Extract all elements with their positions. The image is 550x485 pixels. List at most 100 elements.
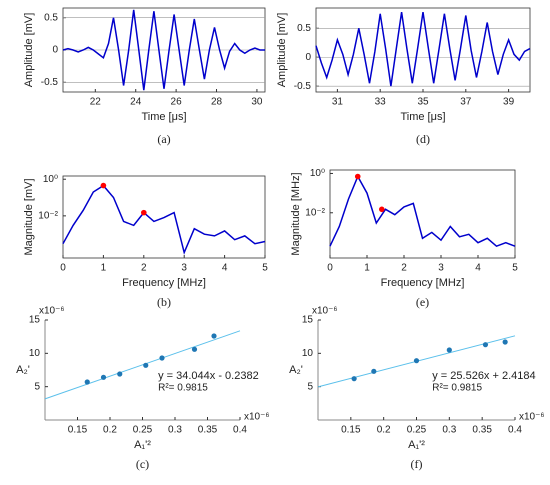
x-tick-label: 3 bbox=[181, 263, 187, 274]
x-axis-label: A₁'² bbox=[408, 439, 425, 451]
x-tick-label: 0.15 bbox=[341, 425, 361, 436]
x-axis-label: Frequency [MHz] bbox=[381, 277, 465, 289]
x-axis-label: A₁'² bbox=[134, 439, 151, 451]
y-tick-label: 10⁰ bbox=[310, 168, 325, 179]
y-axis-label: Magnitude [mV] bbox=[23, 178, 35, 255]
caption: (c) bbox=[136, 457, 149, 471]
point bbox=[482, 342, 489, 348]
y-tick-label: 10 bbox=[29, 348, 41, 359]
y-axis-label: Amplitude [mV] bbox=[276, 13, 288, 88]
y-tick-label: 15 bbox=[302, 315, 314, 326]
y-tick-label: -0.5 bbox=[41, 77, 59, 88]
caption: (b) bbox=[157, 295, 171, 309]
x-tick-label: 0 bbox=[327, 263, 333, 274]
x-tick-label: 0.25 bbox=[133, 425, 153, 436]
signal-line bbox=[62, 184, 266, 255]
x-tick-label: 22 bbox=[90, 97, 102, 108]
y-tick-label: 10⁰ bbox=[43, 174, 58, 185]
x-tick-label: 33 bbox=[375, 97, 387, 108]
x-tick-label: 0.3 bbox=[442, 425, 456, 436]
point bbox=[413, 358, 420, 364]
y-tick-label: 10⁻² bbox=[38, 210, 58, 221]
x-tick-label: 3 bbox=[438, 263, 444, 274]
point bbox=[191, 346, 198, 352]
y-tick-label: 0.5 bbox=[44, 12, 58, 23]
plot-frame bbox=[315, 7, 531, 93]
x-tick-label: 2 bbox=[401, 263, 407, 274]
caption: (f) bbox=[411, 457, 423, 471]
x-tick-label: 0.2 bbox=[103, 425, 117, 436]
x-tick-label: 2 bbox=[141, 263, 147, 274]
y-tick-label: 5 bbox=[307, 381, 313, 392]
r-squared: R²= 0.9815 bbox=[158, 383, 208, 394]
point bbox=[446, 347, 452, 353]
point bbox=[143, 362, 149, 368]
point bbox=[159, 355, 165, 361]
y-tick-label: 15 bbox=[29, 315, 41, 326]
x-tick-label: 4 bbox=[475, 263, 481, 274]
y-multiplier: x10⁻⁶ bbox=[39, 306, 65, 317]
x-multiplier: x10⁻⁶ bbox=[519, 412, 545, 423]
y-axis-label: A₂' bbox=[289, 364, 303, 376]
x-tick-label: 37 bbox=[460, 97, 472, 108]
caption: (e) bbox=[416, 295, 429, 309]
x-tick-label: 0.4 bbox=[233, 425, 247, 436]
peak-marker bbox=[379, 206, 385, 213]
r-squared: R²= 0.9815 bbox=[432, 383, 482, 394]
peak-marker bbox=[100, 182, 107, 189]
x-tick-label: 0.4 bbox=[508, 425, 522, 436]
x-tick-label: 31 bbox=[332, 97, 344, 108]
x-tick-label: 5 bbox=[512, 263, 518, 274]
x-multiplier: x10⁻⁶ bbox=[244, 412, 270, 423]
peak-marker bbox=[354, 173, 361, 180]
y-tick-label: -0.5 bbox=[294, 81, 312, 92]
y-tick-label: 10 bbox=[302, 348, 314, 359]
plot-frame bbox=[62, 175, 266, 259]
peak-marker bbox=[141, 209, 147, 216]
x-tick-label: 0 bbox=[60, 263, 66, 274]
x-axis-label: Time [μs] bbox=[141, 111, 186, 123]
signal-line bbox=[315, 11, 531, 87]
equation: y = 34.044x - 0.2382 bbox=[158, 370, 259, 382]
point bbox=[502, 339, 508, 345]
x-axis-label: Time [μs] bbox=[400, 111, 445, 123]
x-tick-label: 0.25 bbox=[407, 425, 427, 436]
point bbox=[117, 371, 123, 377]
y-multiplier: x10⁻⁶ bbox=[312, 306, 338, 317]
x-tick-label: 0.3 bbox=[168, 425, 182, 436]
y-tick-label: 5 bbox=[34, 381, 40, 392]
x-tick-label: 39 bbox=[503, 97, 515, 108]
y-tick-label: 0 bbox=[52, 45, 58, 56]
y-tick-label: 0.5 bbox=[297, 23, 311, 34]
caption: (a) bbox=[157, 132, 170, 146]
point bbox=[211, 333, 217, 339]
x-tick-label: 4 bbox=[222, 263, 228, 274]
equation: y = 25.526x + 2.4184 bbox=[432, 370, 535, 382]
x-tick-label: 30 bbox=[251, 97, 263, 108]
point bbox=[100, 374, 107, 380]
y-tick-label: 0 bbox=[305, 52, 311, 63]
point bbox=[84, 379, 90, 385]
fit-line bbox=[44, 330, 241, 400]
x-tick-label: 26 bbox=[171, 97, 183, 108]
x-tick-label: 1 bbox=[101, 263, 107, 274]
x-tick-label: 35 bbox=[417, 97, 429, 108]
y-axis-label: A₂' bbox=[16, 364, 30, 376]
y-tick-label: 10⁻² bbox=[305, 207, 325, 218]
x-tick-label: 0.2 bbox=[377, 425, 391, 436]
y-axis-label: Magnitude [MHz] bbox=[290, 172, 302, 255]
x-tick-label: 28 bbox=[211, 97, 223, 108]
x-tick-label: 1 bbox=[364, 263, 370, 274]
y-axis-label: Amplitude [mV] bbox=[23, 13, 35, 88]
signal-line bbox=[62, 9, 265, 91]
x-axis-label: Frequency [MHz] bbox=[122, 277, 206, 289]
x-tick-label: 24 bbox=[130, 97, 142, 108]
x-tick-label: 0.35 bbox=[198, 425, 218, 436]
x-tick-label: 5 bbox=[262, 263, 268, 274]
caption: (d) bbox=[416, 132, 430, 146]
signal-line bbox=[329, 174, 516, 248]
x-tick-label: 0.15 bbox=[68, 425, 88, 436]
point bbox=[351, 376, 357, 382]
point bbox=[371, 368, 377, 374]
